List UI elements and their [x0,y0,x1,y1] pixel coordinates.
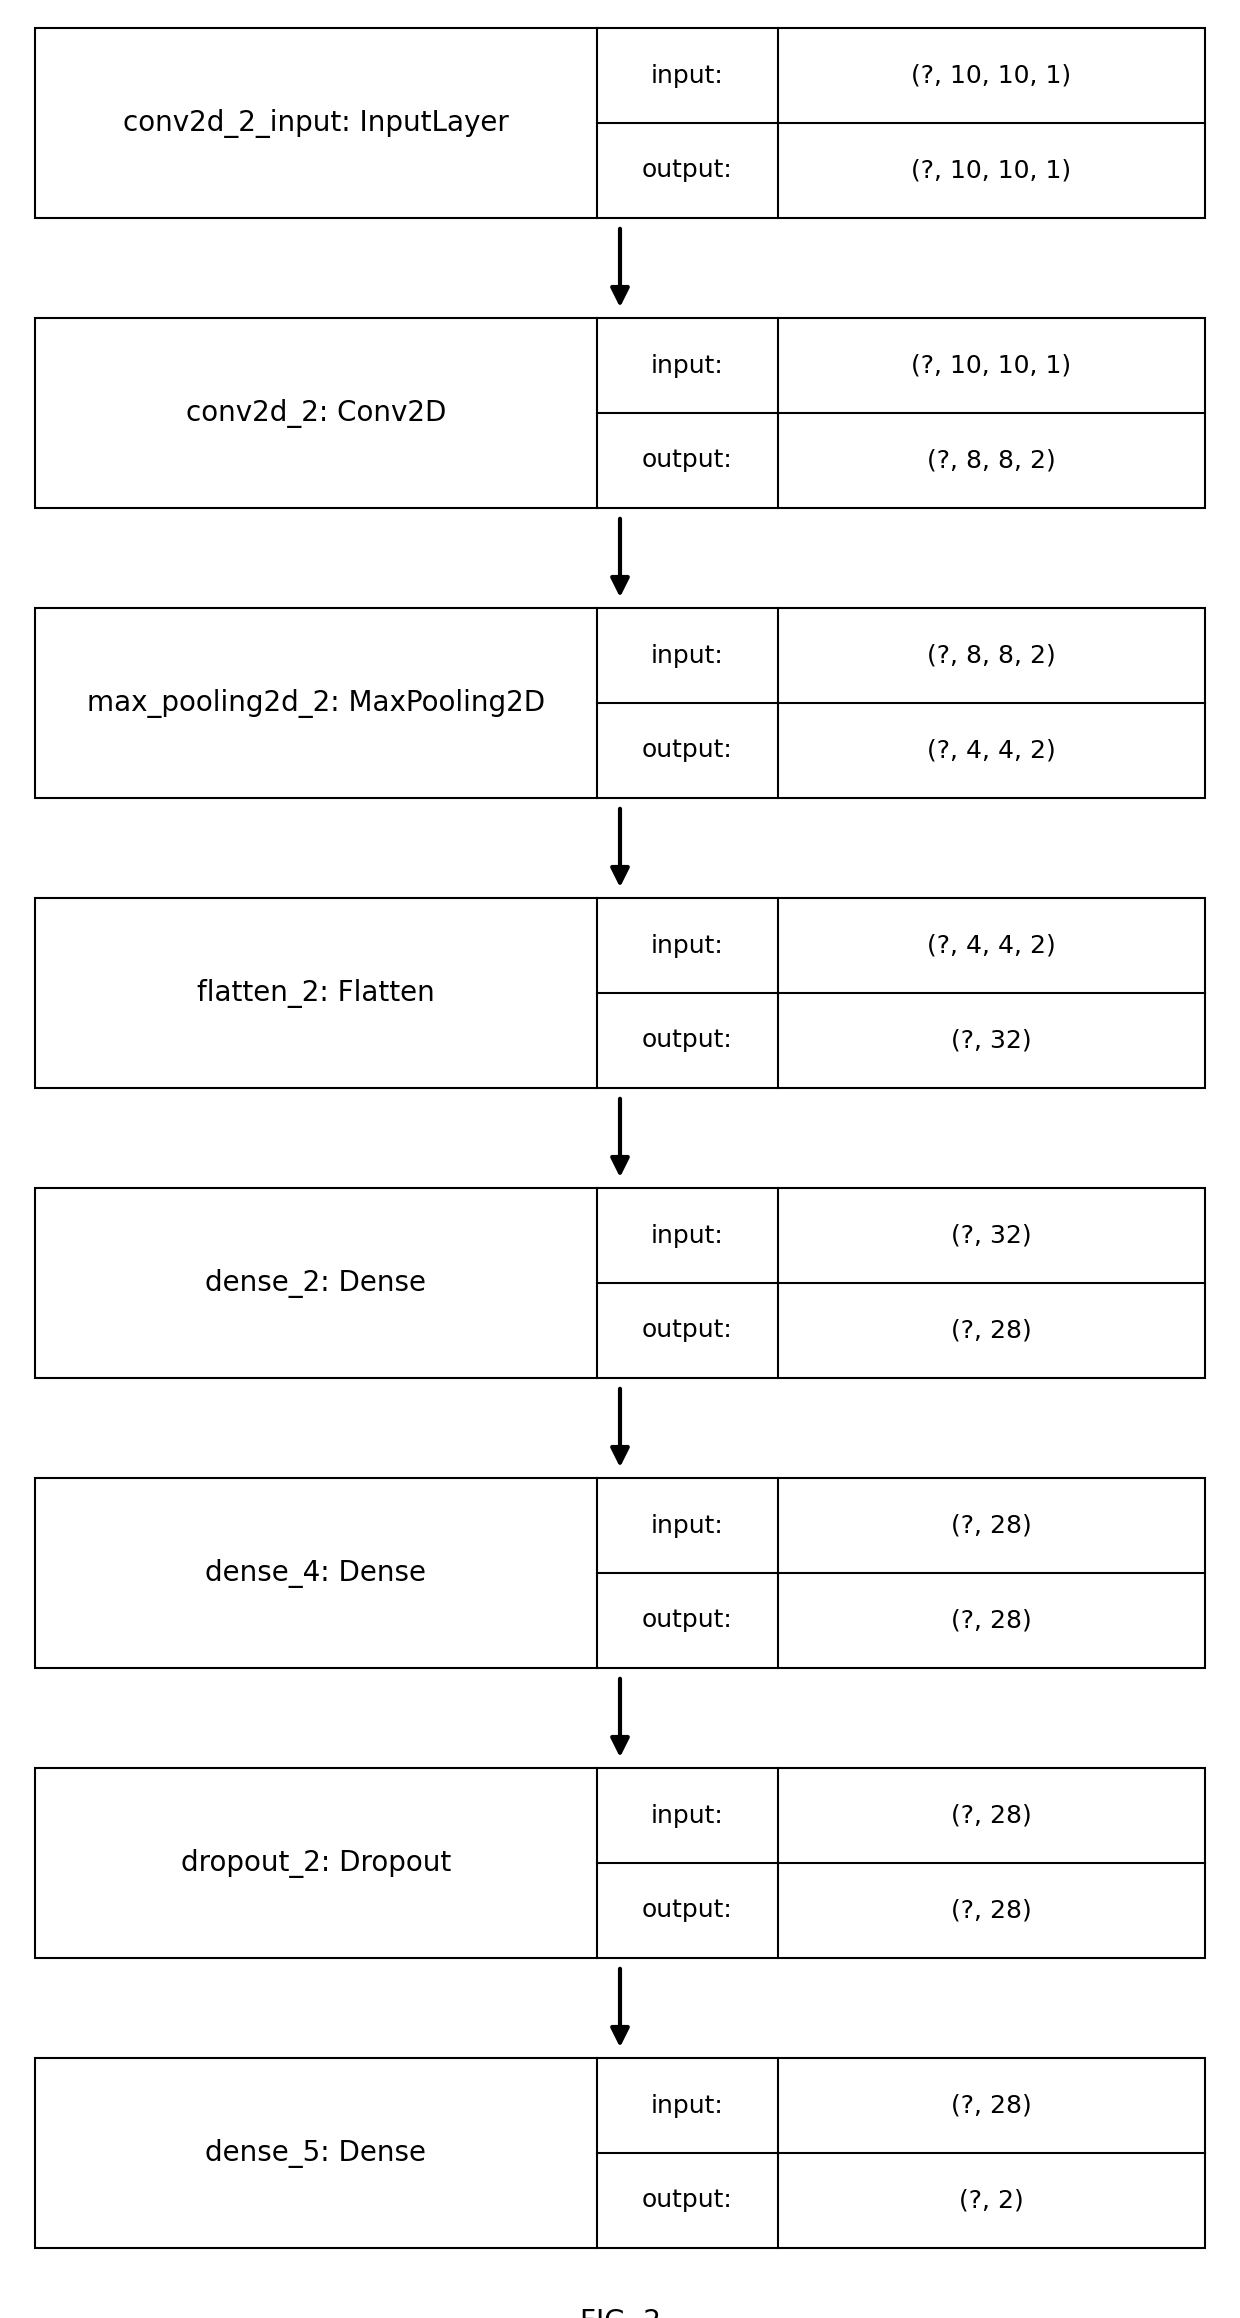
Bar [35,2058,1205,2248]
Text: (?, 4, 4, 2): (?, 4, 4, 2) [928,934,1055,957]
Text: input:: input: [651,934,724,957]
Text: output:: output: [642,1609,733,1632]
Text: input:: input: [651,63,724,88]
Text: (?, 10, 10, 1): (?, 10, 10, 1) [911,158,1071,183]
Bar [35,318,1205,508]
Text: (?, 28): (?, 28) [951,1514,1032,1537]
Text: output:: output: [642,1319,733,1342]
Text: (?, 28): (?, 28) [951,1319,1032,1342]
Text: output:: output: [642,2188,733,2211]
Text: conv2d_2_input: InputLayer: conv2d_2_input: InputLayer [123,109,508,137]
Text: max_pooling2d_2: MaxPooling2D: max_pooling2d_2: MaxPooling2D [87,688,544,719]
Text: output:: output: [642,739,733,763]
Bar [35,897,1205,1087]
Text: output:: output: [642,158,733,183]
Text: (?, 4, 4, 2): (?, 4, 4, 2) [928,739,1055,763]
Text: (?, 28): (?, 28) [951,1609,1032,1632]
Text: (?, 32): (?, 32) [951,1029,1032,1052]
Text: input:: input: [651,1803,724,1827]
Text: dense_4: Dense: dense_4: Dense [206,1558,427,1588]
Text: input:: input: [651,1224,724,1247]
Text: output:: output: [642,1029,733,1052]
Text: (?, 28): (?, 28) [951,2093,1032,2119]
Text: (?, 8, 8, 2): (?, 8, 8, 2) [928,447,1055,473]
Text: (?, 8, 8, 2): (?, 8, 8, 2) [928,644,1055,668]
Text: input:: input: [651,355,724,378]
Bar [35,28,1205,218]
Text: FIG. 2: FIG. 2 [579,2309,661,2318]
Text: (?, 28): (?, 28) [951,1898,1032,1922]
Text: (?, 2): (?, 2) [959,2188,1024,2211]
Text: (?, 32): (?, 32) [951,1224,1032,1247]
Text: dense_2: Dense: dense_2: Dense [206,1268,427,1298]
Bar [35,1479,1205,1669]
Text: dropout_2: Dropout: dropout_2: Dropout [181,1847,451,1878]
Text: (?, 10, 10, 1): (?, 10, 10, 1) [911,63,1071,88]
Text: input:: input: [651,1514,724,1537]
Text: input:: input: [651,2093,724,2119]
Text: output:: output: [642,1898,733,1922]
Bar [35,1189,1205,1377]
Text: flatten_2: Flatten: flatten_2: Flatten [197,978,435,1008]
Text: input:: input: [651,644,724,668]
Text: (?, 28): (?, 28) [951,1803,1032,1827]
Text: (?, 10, 10, 1): (?, 10, 10, 1) [911,355,1071,378]
Text: conv2d_2: Conv2D: conv2d_2: Conv2D [186,399,446,427]
Text: dense_5: Dense: dense_5: Dense [206,2140,427,2167]
Bar [35,1769,1205,1959]
Text: output:: output: [642,447,733,473]
Bar [35,607,1205,797]
